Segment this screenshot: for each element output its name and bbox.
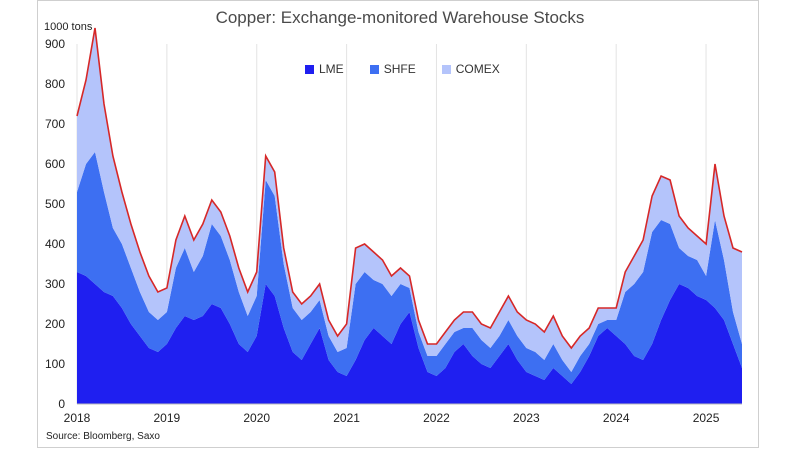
- y-axis-unit-label: 1000 tons: [44, 21, 93, 33]
- axis-layer: 2018 2019 2020 2021 2022 2023 2024 2025 0 100 200 3…: [45, 37, 742, 425]
- legend-item-lme: LME: [305, 62, 344, 76]
- x-tick-label: 2018: [64, 411, 91, 425]
- x-tick-label: 2023: [513, 411, 540, 425]
- y-tick-label: 0: [58, 397, 65, 411]
- chart-title: Copper: Exchange-monitored Warehouse Sto…: [215, 8, 585, 27]
- y-tick-label: 100: [45, 357, 65, 371]
- x-tick-label: 2019: [154, 411, 181, 425]
- y-tick-label: 500: [45, 197, 65, 211]
- y-tick-label: 200: [45, 317, 65, 331]
- area-lme: [77, 272, 742, 404]
- legend-item-shfe: SHFE: [369, 62, 416, 76]
- legend-swatch-lme: [305, 64, 314, 74]
- legend: LME SHFE COMEX: [305, 62, 500, 76]
- x-tick-label: 2022: [423, 411, 450, 425]
- area-layer: [76, 27, 743, 404]
- y-tick-label: 300: [45, 277, 65, 291]
- area-shfe: [77, 152, 742, 384]
- legend-swatch-shfe: [369, 64, 379, 74]
- legend-label-lme: LME: [319, 62, 344, 76]
- y-tick-label: 400: [45, 237, 65, 251]
- y-tick-label: 600: [45, 157, 65, 171]
- legend-label-comex: COMEX: [455, 62, 500, 76]
- legend-item-comex: COMEX: [441, 62, 500, 76]
- x-tick-label: 2021: [333, 411, 360, 425]
- x-tick-label: 2025: [693, 411, 720, 425]
- y-tick-label: 900: [45, 37, 65, 51]
- total-outline: [76, 27, 743, 350]
- y-tick-label: 800: [45, 77, 65, 91]
- source-label: Source: Bloomberg, Saxo: [46, 431, 160, 442]
- x-tick-label: 2024: [603, 411, 630, 425]
- x-tick-label: 2020: [243, 411, 270, 425]
- y-tick-label: 700: [45, 117, 65, 131]
- legend-label-shfe: SHFE: [383, 62, 416, 76]
- legend-swatch-comex: [441, 64, 451, 74]
- area-comex: [77, 28, 742, 372]
